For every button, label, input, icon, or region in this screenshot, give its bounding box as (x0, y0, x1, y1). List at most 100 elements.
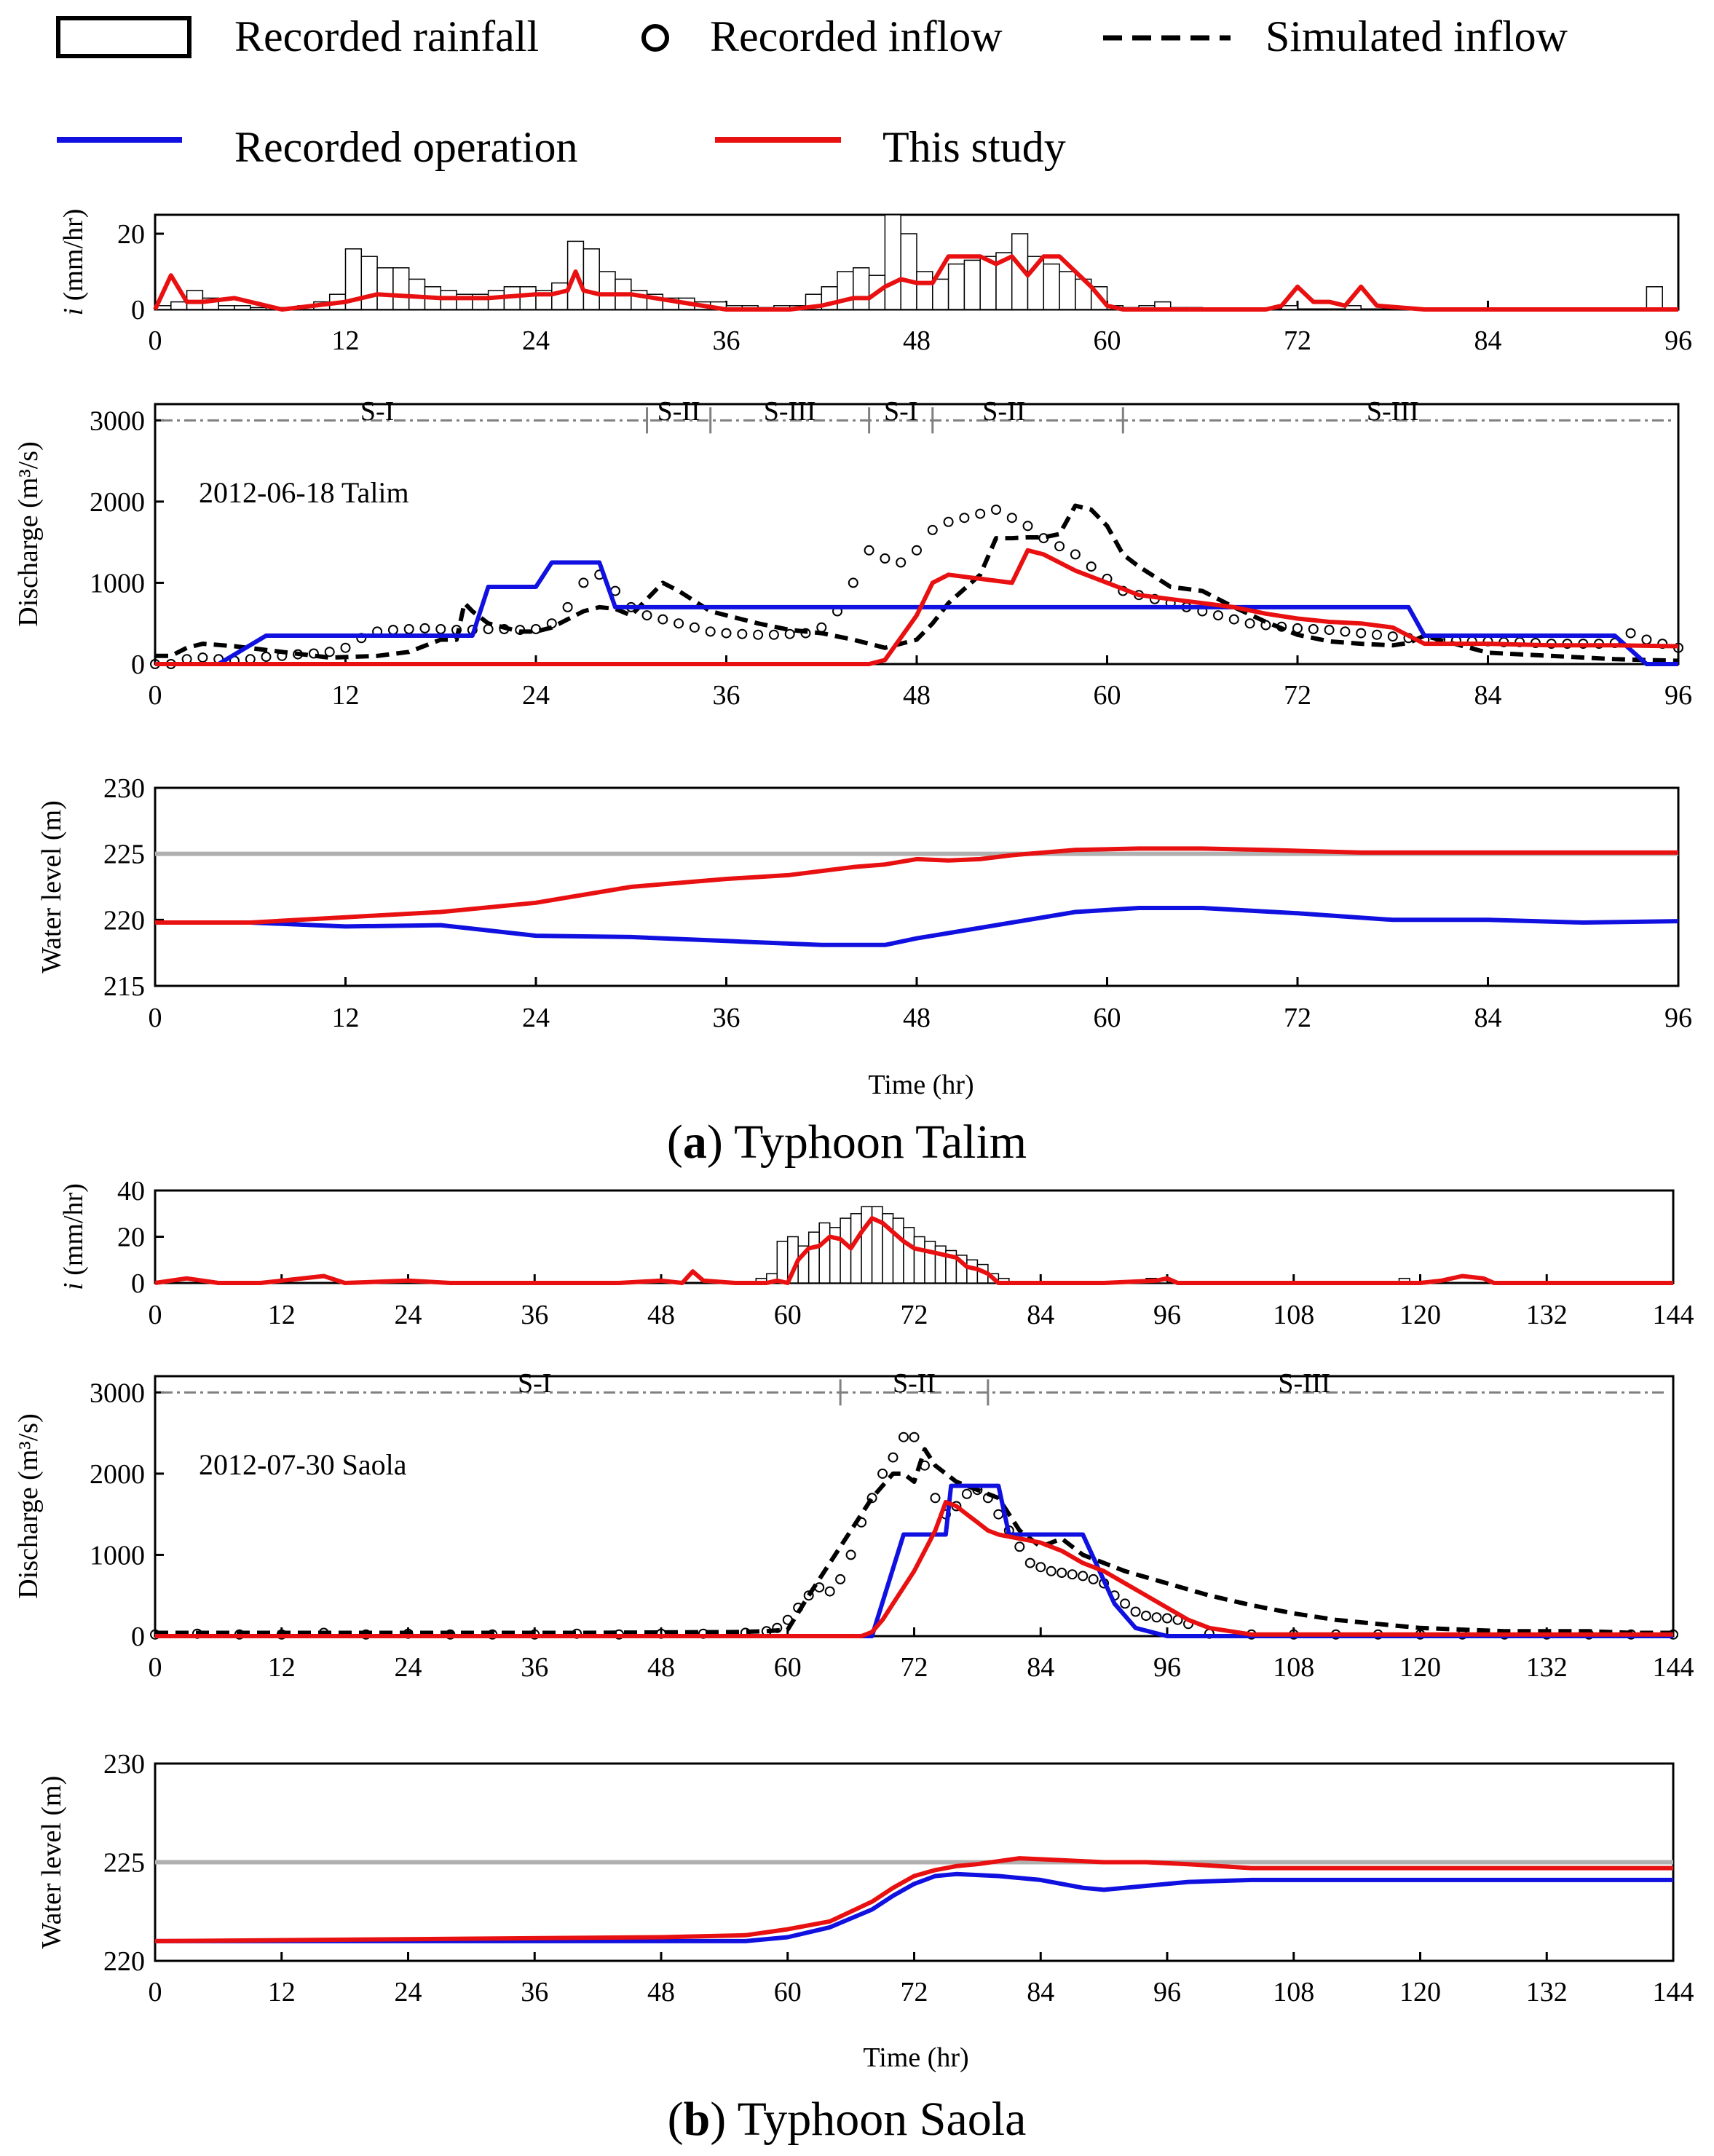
rainfall-bar (1043, 263, 1060, 310)
level-x-tick-label: 96 (1153, 1977, 1181, 2007)
recorded-inflow-point (1151, 1612, 1162, 1623)
discharge-y-tick-label: 3000 (90, 1378, 145, 1408)
recorded-inflow-point (1014, 1541, 1025, 1552)
rainfall-bar (900, 233, 917, 310)
discharge-x-tick-label: 96 (1153, 1652, 1181, 1683)
saola-water-level-plot: 0 12 24 36 48 60 72 84 96 108 120 132 144 220 225 230 Wa… (36, 1749, 1694, 2007)
level-x-tick-label: 144 (1653, 1977, 1694, 2007)
level-x-tick-label: 12 (332, 1003, 360, 1033)
recorded-inflow-point (308, 648, 319, 659)
rain-x-tick-label: 36 (521, 1300, 548, 1330)
level-x-tick-label: 108 (1273, 1977, 1314, 2007)
recorded-inflow-point (803, 1590, 814, 1601)
discharge-y-tick-label: 3000 (90, 406, 145, 436)
recorded-inflow-point (930, 1493, 941, 1504)
level-x-tick-label: 60 (1094, 1003, 1121, 1033)
rain-x-tick-label: 12 (332, 325, 360, 356)
level-y-axis-label: Water level (m) (36, 800, 67, 973)
recorded-inflow-point (1120, 1598, 1131, 1609)
discharge-x-tick-label: 132 (1526, 1652, 1568, 1683)
talim-x-axis-label: Time (hr) (868, 1070, 973, 1100)
discharge-x-tick-label: 24 (395, 1652, 422, 1683)
discharge-y-axis-label: Discharge (m³/s) (13, 1413, 44, 1598)
level-y-tick-label: 220 (103, 1946, 145, 1977)
recorded-inflow-point (1054, 541, 1065, 552)
stage-label: S-III (1278, 1368, 1330, 1399)
rain-x-tick-label: 144 (1653, 1300, 1694, 1330)
discharge-x-tick-label: 72 (901, 1652, 928, 1683)
rain-x-tick-label: 96 (1153, 1300, 1181, 1330)
recorded-inflow-point (975, 508, 986, 519)
talim-discharge-plot: 0 12 24 36 48 60 72 84 96 0 1000 2000 3000 S-I S-II S-I… (13, 396, 1692, 711)
recorded-inflow-point (943, 516, 954, 527)
recorded-operation-line (155, 560, 1678, 666)
recorded-inflow-point (993, 1509, 1004, 1520)
this-study-line (155, 548, 1679, 666)
rain-y-tick-label: 20 (117, 1223, 145, 1253)
recorded-inflow-point (1340, 626, 1351, 637)
rainfall-bar (218, 305, 235, 310)
recorded-inflow-point (1625, 628, 1636, 639)
level-y-tick-label: 230 (103, 1749, 145, 1780)
rain-y-tick-label: 0 (131, 295, 145, 325)
recorded-inflow-point (835, 1573, 846, 1584)
level-x-tick-label: 60 (774, 1977, 802, 2007)
level-x-tick-label: 12 (268, 1977, 296, 2007)
recorded-inflow-point (674, 618, 684, 629)
recorded-inflow-point (784, 628, 795, 639)
recorded-inflow-point (753, 629, 764, 640)
recorded-inflow-point (824, 1586, 835, 1597)
level-x-tick-label: 84 (1027, 1977, 1054, 2007)
discharge-y-tick-label: 1000 (90, 568, 145, 599)
legend-swatch-recorded-inflow (641, 24, 669, 52)
recorded-inflow-point (816, 622, 827, 633)
stage-label: S-II (982, 396, 1025, 427)
recorded-inflow-point (1641, 634, 1652, 645)
rainfall-bar (170, 301, 188, 310)
discharge-frame (154, 1375, 1675, 1638)
saola-discharge-plot: 0 12 24 36 48 60 72 84 96 108 120 132 144 0 1000 2000 30… (13, 1368, 1694, 1683)
recorded-inflow-point (880, 553, 890, 564)
rainfall-bar (807, 1231, 820, 1284)
recorded-inflow-point (896, 557, 907, 568)
rainfall-bar (234, 305, 251, 310)
level-y-tick-label: 225 (103, 1848, 145, 1879)
rainfall-bar (376, 267, 394, 310)
recorded-inflow-point (435, 624, 446, 634)
recorded-inflow-point (324, 647, 335, 658)
rainfall-bar (853, 267, 870, 310)
rainfall-bar (913, 1236, 925, 1284)
discharge-x-tick-label: 0 (149, 680, 162, 711)
rain-x-tick-label: 60 (774, 1300, 802, 1330)
recorded-inflow-point (768, 629, 779, 640)
discharge-x-tick-label: 60 (774, 1652, 802, 1683)
talim-water-level-plot: 0 12 24 36 48 60 72 84 96 215 220 225 230 Water level… (36, 773, 1692, 1033)
recorded-inflow-point (864, 545, 874, 556)
level-x-tick-label: 36 (521, 1977, 548, 2007)
recorded-inflow-point (1308, 624, 1319, 634)
level-x-tick-label: 0 (149, 1003, 162, 1033)
recorded-inflow-point (1324, 625, 1335, 636)
rain-x-tick-label: 120 (1399, 1300, 1441, 1330)
recorded-inflow-point (1046, 1565, 1057, 1576)
level-x-tick-label: 48 (647, 1977, 675, 2007)
rain-y-axis-label: i (mm/hr) (58, 1183, 89, 1290)
discharge-x-tick-label: 84 (1027, 1652, 1054, 1683)
stage-label: S-I (518, 1368, 551, 1399)
level-x-tick-label: 120 (1399, 1977, 1441, 2007)
stage-label: S-III (1367, 396, 1419, 427)
discharge-x-tick-label: 36 (713, 680, 741, 711)
level-x-tick-label: 24 (522, 1003, 550, 1033)
stage-label: S-I (360, 396, 394, 427)
discharge-x-tick-label: 0 (149, 1652, 162, 1683)
level-x-tick-label: 48 (903, 1003, 931, 1033)
stage-label: S-I (884, 396, 917, 427)
recorded-inflow-point (657, 614, 668, 625)
discharge-x-tick-label: 24 (522, 680, 550, 711)
saola-rainfall-plot: 0 12 24 36 48 60 72 84 96 108 120 132 144 0 20 40 i (mm/… (58, 1176, 1694, 1330)
recorded-inflow-point (419, 623, 430, 633)
recorded-inflow-point (387, 625, 398, 636)
rainfall-bar (1344, 305, 1362, 310)
this-study-line (155, 1499, 1673, 1638)
